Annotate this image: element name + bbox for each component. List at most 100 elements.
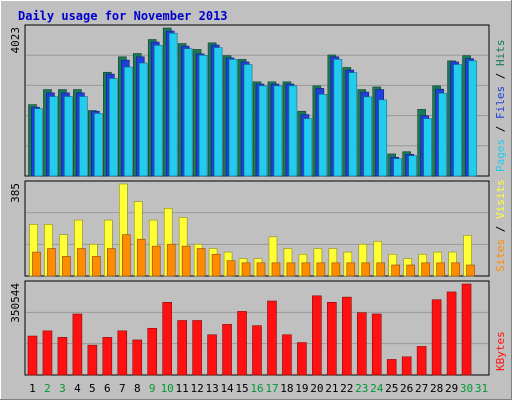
y-max-label-middle: 385 — [9, 183, 22, 203]
bar-sites-day-11 — [181, 245, 191, 277]
bar-kbytes-day-20 — [312, 295, 322, 376]
legend-label-visits: Visits — [494, 179, 507, 219]
bar-pages-day-12 — [198, 55, 208, 177]
bar-kbytes-day-11 — [177, 320, 187, 376]
bar-pages-day-16 — [258, 85, 268, 177]
legend-separator: / — [494, 119, 507, 139]
bar-kbytes-day-25 — [386, 359, 397, 376]
day-label: 4 — [74, 382, 81, 395]
bar-pages-day-28 — [438, 92, 447, 177]
bar-kbytes-day-4 — [72, 313, 83, 376]
bar-pages-day-5 — [94, 113, 103, 177]
bars-bottom — [27, 283, 472, 376]
day-label: 7 — [119, 382, 126, 395]
bar-pages-day-26 — [408, 155, 417, 177]
day-label: 21 — [325, 382, 338, 395]
bar-sites-day-16 — [256, 262, 266, 277]
bar-pages-day-11 — [183, 48, 193, 177]
bar-pages-day-22 — [348, 72, 358, 177]
legend-label-kbytes: KBytes — [494, 331, 507, 371]
day-label: 24 — [370, 382, 384, 395]
panel-bottom: 350544 KBytes — [9, 280, 507, 376]
bar-sites-day-3 — [62, 256, 71, 277]
bar-kbytes-day-14 — [222, 324, 232, 376]
day-label: 2 — [44, 382, 51, 395]
chart-panels: 4023 Pages / Files / Hits 385 Sites / Visit… — [9, 24, 507, 376]
bar-pages-day-15 — [243, 64, 253, 177]
bar-pages-day-7 — [123, 66, 133, 177]
legend-separator: / — [494, 219, 507, 239]
y-max-label-bottom: 350544 — [9, 283, 22, 323]
bars-middle — [29, 183, 475, 277]
bar-pages-day-8 — [138, 62, 148, 177]
series-sites — [32, 234, 475, 277]
bar-kbytes-day-3 — [57, 337, 68, 376]
bar-pages-day-6 — [109, 78, 118, 177]
bar-kbytes-day-22 — [342, 296, 352, 376]
bar-sites-day-29 — [451, 262, 460, 277]
legend-label-pages: Pages — [494, 139, 507, 172]
bar-sites-day-7 — [121, 234, 131, 277]
day-label: 29 — [445, 382, 458, 395]
bar-kbytes-day-12 — [192, 320, 202, 376]
bar-pages-day-18 — [288, 85, 298, 177]
bar-sites-day-21 — [331, 262, 341, 277]
bar-sites-day-22 — [346, 262, 356, 277]
day-label: 26 — [400, 382, 413, 395]
day-label: 12 — [191, 382, 204, 395]
day-label: 25 — [385, 382, 398, 395]
day-label: 20 — [310, 382, 323, 395]
legend-separator: / — [494, 66, 507, 86]
bar-kbytes-day-10 — [162, 302, 172, 376]
bar-kbytes-day-28 — [431, 299, 442, 376]
bar-pages-day-4 — [79, 96, 88, 177]
bar-kbytes-day-21 — [327, 302, 337, 376]
bar-kbytes-day-9 — [147, 327, 158, 376]
day-label: 22 — [340, 382, 353, 395]
bar-kbytes-day-30 — [461, 283, 472, 376]
day-label: 9 — [149, 382, 156, 395]
bar-sites-day-25 — [391, 264, 401, 277]
day-label: 30 — [460, 382, 473, 395]
day-label: 18 — [280, 382, 293, 395]
bar-kbytes-day-17 — [267, 300, 277, 376]
day-label: 23 — [355, 382, 368, 395]
bar-kbytes-day-1 — [27, 335, 38, 376]
bar-sites-day-5 — [92, 256, 101, 277]
bar-pages-day-29 — [453, 64, 462, 177]
legend-bottom: KBytes — [494, 331, 507, 371]
bar-sites-day-20 — [316, 262, 326, 277]
bar-sites-day-6 — [107, 248, 116, 277]
bar-kbytes-day-29 — [446, 291, 457, 376]
legend-top: Pages / Files / Hits — [494, 40, 507, 173]
bar-kbytes-day-24 — [371, 313, 382, 376]
chart-title: Daily usage for November 2013 — [18, 9, 228, 23]
bar-pages-day-3 — [64, 96, 73, 177]
bar-sites-day-14 — [226, 260, 236, 277]
bar-kbytes-day-27 — [416, 346, 427, 376]
bar-kbytes-day-2 — [42, 330, 53, 376]
bar-kbytes-day-15 — [237, 311, 247, 376]
day-label: 8 — [134, 382, 141, 395]
y-max-label-top: 4023 — [9, 27, 22, 54]
bar-sites-day-9 — [151, 245, 161, 277]
bar-sites-day-4 — [77, 248, 86, 277]
bar-pages-day-17 — [273, 85, 283, 177]
bar-sites-day-23 — [361, 262, 371, 277]
bar-kbytes-day-6 — [102, 337, 113, 376]
bar-kbytes-day-7 — [117, 330, 128, 376]
bar-sites-day-12 — [196, 248, 206, 277]
day-label: 15 — [235, 382, 248, 395]
bar-pages-day-14 — [228, 59, 238, 177]
bar-kbytes-day-23 — [356, 312, 367, 376]
bar-pages-day-27 — [423, 118, 432, 177]
series-kbytes — [27, 283, 472, 376]
legend-middle: Sites / Visits — [494, 179, 507, 272]
bar-sites-day-19 — [301, 262, 311, 277]
bar-kbytes-day-26 — [401, 356, 412, 376]
bar-sites-day-27 — [421, 262, 430, 277]
day-label: 27 — [415, 382, 428, 395]
legend-label-sites: Sites — [494, 239, 507, 272]
day-label: 5 — [89, 382, 96, 395]
bars-top — [28, 27, 477, 177]
